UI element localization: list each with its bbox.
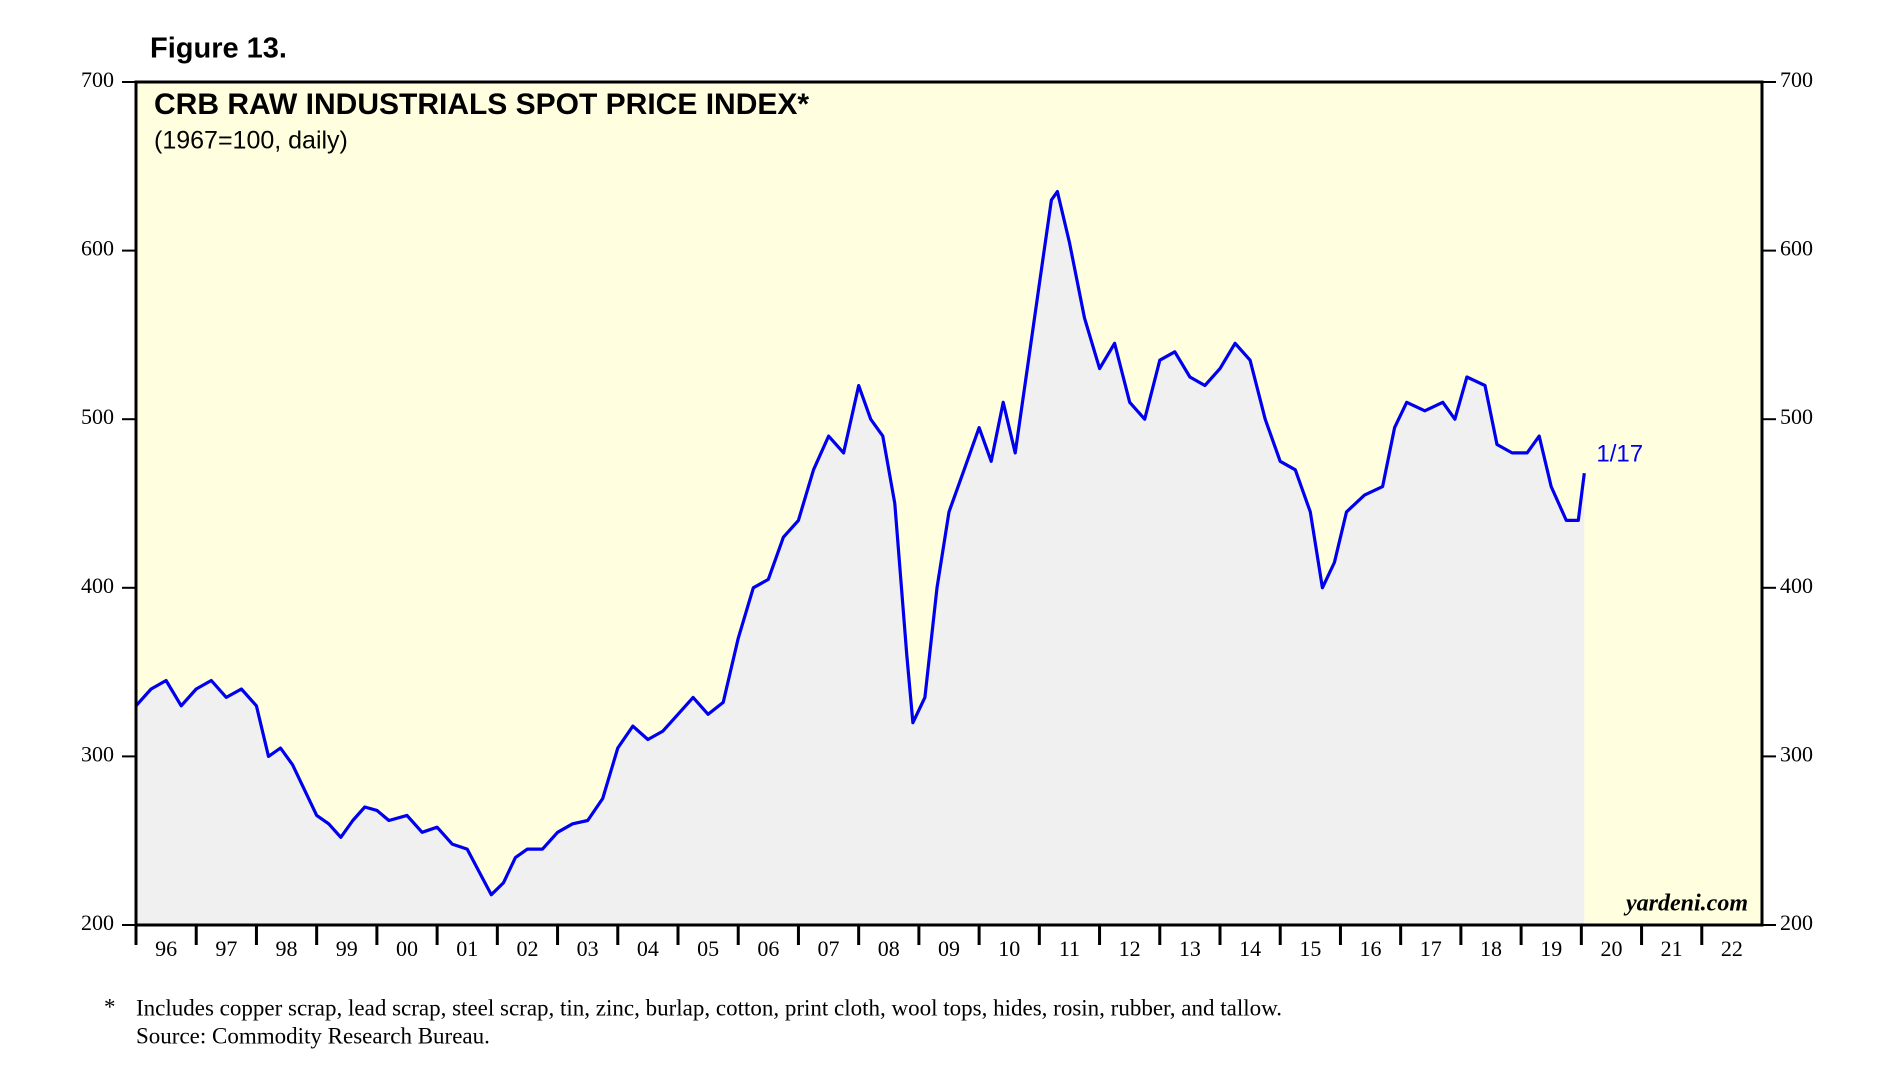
x-tick-label: 96: [155, 936, 177, 961]
y-tick-label: 600: [81, 236, 114, 261]
figure-label: Figure 13.: [150, 33, 287, 65]
x-tick-label: 17: [1420, 936, 1442, 961]
watermark: yardeni.com: [1623, 891, 1748, 917]
chart-title: CRB RAW INDUSTRIALS SPOT PRICE INDEX*: [154, 88, 809, 121]
y-tick-label: 200: [81, 910, 114, 935]
x-tick-label: 11: [1059, 936, 1080, 961]
y2-tick-label: 500: [1780, 404, 1813, 429]
x-tick-label: 13: [1179, 936, 1201, 961]
y-tick-label: 400: [81, 573, 114, 598]
y-tick-label: 300: [81, 741, 114, 766]
x-tick-label: 99: [336, 936, 358, 961]
x-tick-label: 19: [1540, 936, 1562, 961]
x-tick-label: 05: [697, 936, 719, 961]
x-tick-label: 01: [456, 936, 478, 961]
footnote: Includes copper scrap, lead scrap, steel…: [136, 995, 1282, 1020]
y-tick-label: 700: [81, 67, 114, 92]
y2-tick-label: 600: [1780, 236, 1813, 261]
x-tick-label: 98: [276, 936, 298, 961]
x-tick-label: 02: [516, 936, 538, 961]
x-tick-label: 07: [818, 936, 840, 961]
x-tick-label: 15: [1299, 936, 1321, 961]
x-tick-label: 22: [1721, 936, 1743, 961]
x-tick-label: 21: [1661, 936, 1683, 961]
x-tick-label: 14: [1239, 936, 1261, 961]
x-tick-label: 06: [757, 936, 779, 961]
x-tick-label: 04: [637, 936, 659, 961]
x-tick-label: 20: [1600, 936, 1622, 961]
x-tick-label: 12: [1119, 936, 1141, 961]
plot-area: [134, 82, 1762, 926]
area: [136, 191, 1585, 926]
x-tick-label: 03: [577, 936, 599, 961]
x-tick-label: 16: [1360, 936, 1382, 961]
x-tick-label: 18: [1480, 936, 1502, 961]
y2-tick-label: 700: [1780, 67, 1813, 92]
y2-tick-label: 400: [1780, 573, 1813, 598]
plot-frame: [134, 80, 1764, 927]
x-tick-label: 97: [215, 936, 237, 961]
x-tick-label: 09: [938, 936, 960, 961]
x-tick-label: 08: [878, 936, 900, 961]
y2-tick-label: 200: [1780, 910, 1813, 935]
source: Source: Commodity Research Bureau.: [136, 1023, 490, 1048]
line: [134, 190, 1586, 897]
x-tick-label: 10: [998, 936, 1020, 961]
y2-tick-label: 300: [1780, 741, 1813, 766]
y-tick-label: 500: [81, 404, 114, 429]
annotation: 1/17: [1596, 440, 1643, 467]
x-tick-label: 00: [396, 936, 418, 961]
chart-subtitle: (1967=100, daily): [154, 127, 348, 155]
footnote-marker: *: [104, 994, 116, 1019]
